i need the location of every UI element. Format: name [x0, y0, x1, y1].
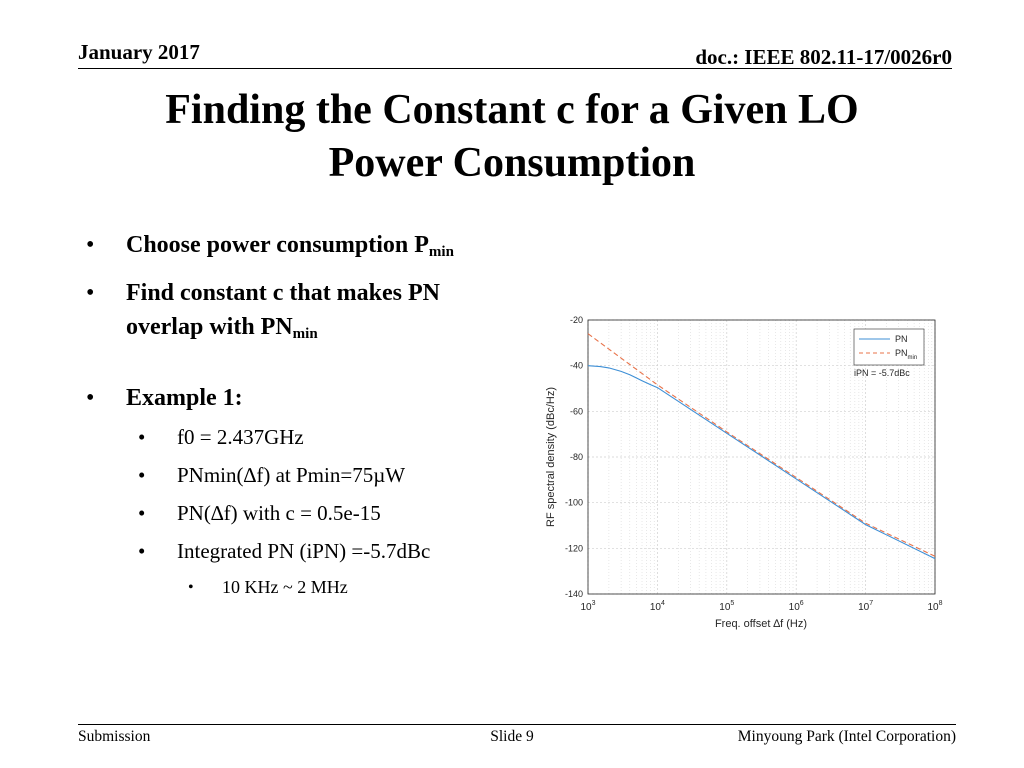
- bullet-find-constant: Find constant c that makes PN overlap wit…: [86, 276, 526, 351]
- y-tick-labels: -20 -40 -60 -80 -100 -120 -140: [565, 315, 583, 599]
- bullet-text: overlap with PN: [126, 314, 293, 340]
- bullet-text: Find constant c that makes PN: [126, 280, 441, 306]
- plot-frame: [587, 319, 936, 595]
- chart: 103 104 105 106 107 108 -20 -40 -60 -80 -100 -120-…: [540, 305, 960, 640]
- bullet-list: Choose power consumption Pmin Find const…: [86, 228, 526, 601]
- x-axis-label: Freq. offset ∆f (Hz): [715, 618, 807, 630]
- x-tick-labels: 103 104 105 106 107 108: [580, 600, 942, 613]
- footer-author: Minyoung Park (Intel Corporation): [737, 728, 956, 745]
- y-tick-label: -140: [565, 589, 583, 599]
- y-tick-label: -60: [570, 406, 583, 416]
- y-tick-label: -100: [565, 498, 583, 508]
- bullet-example: Example 1:: [86, 381, 526, 415]
- x-tick-label: 104: [650, 600, 665, 613]
- legend-label-pn: PN: [895, 334, 908, 344]
- bullet-subscript: min: [292, 326, 318, 342]
- title-line-1: Finding the Constant c for a Given LO: [165, 87, 859, 133]
- x-tick-label: 107: [858, 600, 873, 613]
- x-tick-label: 108: [927, 600, 942, 613]
- bullet-text: Example 1:: [126, 385, 243, 411]
- footer-slide-number: Slide 9: [490, 728, 534, 745]
- bullet-text: Choose power consumption P: [126, 232, 429, 258]
- sub-bullet-pn: PN(∆f) with c = 0.5e-15: [86, 498, 526, 529]
- slide-title: Finding the Constant c for a Given LO Po…: [60, 84, 964, 189]
- footer-submission: Submission: [78, 728, 151, 745]
- bullet-subscript: min: [428, 244, 454, 260]
- footer-rule: [78, 724, 956, 725]
- sub-bullet-ipn: Integrated PN (iPN) =-5.7dBc: [86, 536, 526, 567]
- header-doc-id: doc.: IEEE 802.11-17/0026r0: [695, 45, 952, 69]
- series-line-pn: [587, 365, 936, 560]
- x-tick-label: 106: [789, 600, 804, 613]
- chart-legend: PN PNmin: [853, 328, 925, 366]
- series-line-pnmin: [587, 333, 936, 557]
- legend-label-pnmin: PNmin: [895, 348, 917, 361]
- sub-sub-bullet-range: 10 KHz ~ 2 MHz: [86, 574, 526, 601]
- x-tick-label: 105: [719, 600, 734, 613]
- sub-bullet-f0: f0 = 2.437GHz: [86, 422, 526, 453]
- bullet-choose-power: Choose power consumption Pmin: [86, 228, 526, 269]
- sub-bullet-pnmin: PNmin(∆f) at Pmin=75µW: [86, 460, 526, 491]
- x-tick-label: 103: [580, 600, 595, 613]
- title-line-2: Power Consumption: [328, 139, 696, 186]
- phase-noise-chart: 103 104 105 106 107 108 -20-40-60-80-100-120-…: [545, 315, 943, 630]
- ipn-annotation: iPN = -5.7dBc: [854, 368, 910, 378]
- header-date: January 2017: [78, 40, 200, 64]
- y-axis-label: RF spectral density (dBc/Hz): [545, 387, 557, 527]
- y-tick-label: -40: [570, 361, 583, 371]
- y-tick-label: -120: [565, 543, 583, 553]
- series-layer: [587, 333, 936, 560]
- legend-box: [853, 328, 925, 366]
- y-tick-label: -20: [570, 315, 583, 325]
- header-rule: [78, 68, 952, 69]
- y-tick-label: -80: [570, 452, 583, 462]
